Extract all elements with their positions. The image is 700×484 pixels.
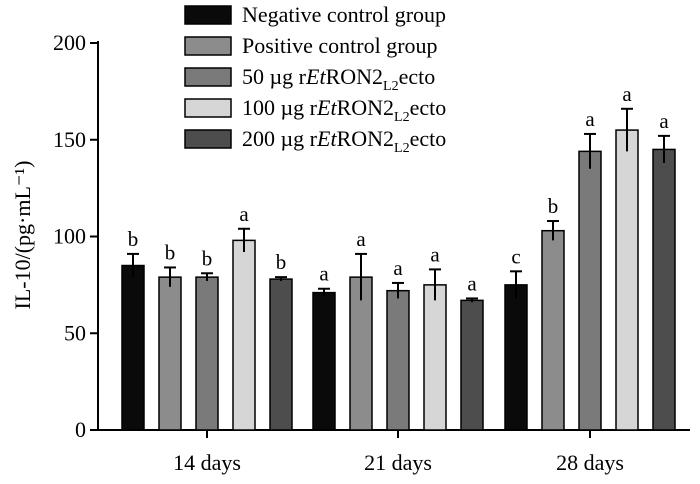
legend-text-italic: Et xyxy=(316,95,337,120)
significance-label: a xyxy=(659,109,669,133)
legend-text: 50 µg r xyxy=(242,64,307,89)
axes: 0 50 100 150 200 14 days 21 days 28 days xyxy=(53,30,690,475)
y-axis-label: IL-10/(pg·mL⁻¹) xyxy=(10,161,35,310)
significance-label: b xyxy=(276,250,287,274)
legend-label: Negative control group xyxy=(242,2,446,27)
legend-label: 100 µg rEtRON2L2ecto xyxy=(242,95,446,125)
bar xyxy=(312,291,336,431)
x-tick-label: 14 days xyxy=(173,450,241,475)
significance-label: a xyxy=(622,82,632,106)
bar xyxy=(386,289,410,431)
significance-label: a xyxy=(393,256,403,280)
y-tick-label: 0 xyxy=(75,417,86,442)
significance-label: a xyxy=(585,107,595,131)
significance-label: b xyxy=(548,194,559,218)
legend-text: ecto xyxy=(399,64,436,89)
y-tick-label: 100 xyxy=(53,224,86,249)
bar xyxy=(423,284,447,431)
legend-text: 100 µg r xyxy=(242,95,318,120)
bar xyxy=(578,150,602,431)
bar xyxy=(460,299,484,431)
legend-subscript: L2 xyxy=(394,141,410,156)
bar xyxy=(158,276,182,431)
legend-swatch xyxy=(184,36,232,56)
y-tick-label: 50 xyxy=(64,320,86,345)
x-tick-label: 28 days xyxy=(556,450,624,475)
legend-text: 200 µg r xyxy=(242,126,318,151)
legend-text: RON2 xyxy=(337,126,394,151)
legend-swatch xyxy=(184,67,232,87)
legend-subscript: L2 xyxy=(383,79,399,94)
significance-label: a xyxy=(430,242,440,266)
legend-label: 200 µg rEtRON2L2ecto xyxy=(242,126,446,156)
significance-label: b xyxy=(128,227,139,251)
y-tick-label: 200 xyxy=(53,30,86,55)
legend-swatch xyxy=(184,98,232,118)
significance-label: a xyxy=(239,202,249,226)
legend-text: ecto xyxy=(410,126,447,151)
legend-text: RON2 xyxy=(337,95,394,120)
bar xyxy=(615,129,639,431)
y-tick-label: 150 xyxy=(53,127,86,152)
significance-label: b xyxy=(202,246,213,270)
bar xyxy=(232,239,256,431)
legend-text: Negative control group xyxy=(242,2,446,27)
legend-swatch xyxy=(184,5,232,25)
legend-subscript: L2 xyxy=(394,110,410,125)
legend-label: 50 µg rEtRON2L2ecto xyxy=(242,64,435,94)
bars: b b b a b a a a a a c b a a a xyxy=(121,82,676,431)
bar xyxy=(195,276,219,431)
legend-text: RON2 xyxy=(326,64,383,89)
legend-text-italic: Et xyxy=(316,126,337,151)
significance-label: a xyxy=(319,262,329,286)
significance-label: b xyxy=(165,240,176,264)
legend-swatch xyxy=(184,129,232,149)
legend-label: Positive control group xyxy=(242,33,438,58)
legend-text: ecto xyxy=(410,95,447,120)
bar xyxy=(541,229,565,431)
bar xyxy=(121,264,145,431)
bar xyxy=(504,284,528,431)
significance-label: c xyxy=(511,244,520,268)
legend-text-italic: Et xyxy=(305,64,326,89)
legend: Negative control group Positive control g… xyxy=(184,2,446,156)
legend-text: Positive control group xyxy=(242,33,438,58)
bar xyxy=(652,148,676,431)
significance-label: a xyxy=(356,227,366,251)
bar xyxy=(269,278,293,431)
x-tick-label: 21 days xyxy=(364,450,432,475)
significance-label: a xyxy=(467,271,477,295)
